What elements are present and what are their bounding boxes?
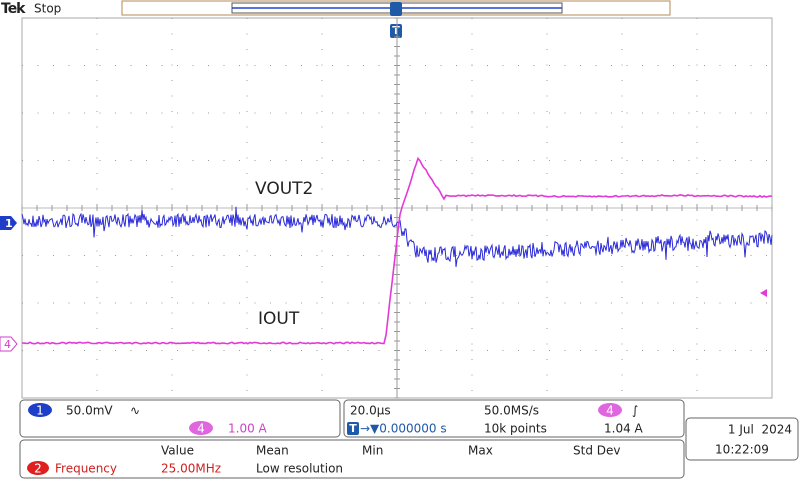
- ch1-marker-box: [0, 216, 17, 230]
- ch4-marker-box: [0, 336, 18, 352]
- trigger-level: 1.04 A: [604, 422, 644, 436]
- trigger-position: →▼0.000000 s: [360, 422, 447, 436]
- ch1-marker: 1: [5, 217, 13, 230]
- meas-value: 25.00MHz: [161, 462, 221, 476]
- ch4-marker: 4: [4, 338, 11, 351]
- run-status: Stop: [34, 2, 61, 16]
- annotation-vout2: VOUT2: [255, 179, 313, 199]
- meas-ch-badge: [27, 461, 49, 475]
- ch1-scale: 50.0mV: [66, 404, 113, 418]
- meas-header: Std Dev: [573, 444, 620, 458]
- graticule: [21, 17, 773, 399]
- measurement-panel: [19, 439, 685, 479]
- ch4-trace: [21, 156, 773, 345]
- date: 1 Jul 2024: [728, 423, 792, 437]
- record-length: 10k points: [484, 422, 547, 436]
- trigger-channel: 4: [606, 404, 614, 418]
- datetime-panel: [685, 417, 799, 461]
- ch1-coupling: ∿: [130, 404, 140, 418]
- trig-ch-badge: [598, 403, 622, 417]
- trigger-marker: T: [392, 24, 400, 37]
- trigger-icon-box: [347, 422, 359, 435]
- ch1-trace: [21, 206, 773, 267]
- brand: Tek: [1, 1, 26, 17]
- ch4-number: 4: [197, 422, 205, 436]
- meas-header: Value: [161, 444, 194, 458]
- meas-channel: 2: [34, 462, 42, 476]
- trigger-icon: T: [349, 422, 357, 435]
- channel-panel: [19, 399, 341, 438]
- meas-mean: Low resolution: [256, 462, 343, 476]
- ch4-scale: 1.00 A: [228, 422, 268, 436]
- meas-name: Frequency: [55, 462, 117, 476]
- trigger-pos-marker: [390, 2, 402, 16]
- meas-header: Max: [468, 444, 493, 458]
- meas-header: Min: [362, 444, 383, 458]
- sample-rate: 50.0MS/s: [484, 404, 539, 418]
- trigger-level-marker: [760, 289, 767, 297]
- trigger-slope: ∫: [632, 404, 638, 418]
- time: 10:22:09: [715, 443, 769, 457]
- ch4-badge: [189, 421, 213, 435]
- ch1-number: 1: [36, 404, 44, 418]
- annotation-iout: IOUT: [258, 309, 300, 329]
- meas-header: Mean: [256, 444, 289, 458]
- ch1-badge: [28, 403, 52, 417]
- time-scale: 20.0µs: [350, 404, 391, 418]
